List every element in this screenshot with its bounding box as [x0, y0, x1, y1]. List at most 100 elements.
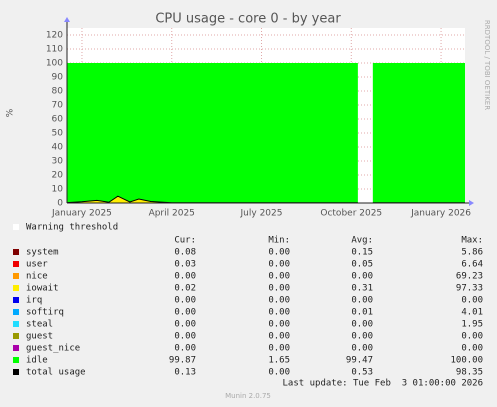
legend-value: 99.47 — [346, 356, 373, 366]
y-tick-label: 60 — [52, 115, 64, 125]
legend-value: 1.95 — [461, 320, 483, 330]
legend-value: 0.00 — [174, 344, 196, 354]
legend-swatch — [13, 345, 19, 351]
legend-swatch — [13, 357, 19, 363]
legend-label: idle — [26, 356, 48, 366]
legend-value: 100.00 — [450, 356, 483, 366]
x-tick-label: October 2025 — [320, 209, 382, 219]
axis-arrow — [469, 200, 474, 206]
legend-value: 0.00 — [461, 296, 483, 306]
legend-value: 0.03 — [174, 260, 196, 270]
y-tick-label: 50 — [52, 129, 64, 139]
y-tick-label: 70 — [52, 101, 64, 111]
legend-label: irq — [26, 296, 42, 306]
axis-arrow — [64, 17, 70, 22]
legend-value: 0.15 — [351, 248, 373, 258]
legend-value: 5.86 — [461, 248, 483, 258]
y-tick-label: 110 — [46, 45, 63, 55]
legend-value: 0.00 — [351, 344, 373, 354]
legend-label: steal — [26, 320, 53, 330]
area — [67, 196, 358, 203]
legend-value: 98.35 — [456, 368, 483, 378]
y-tick-label: 20 — [52, 171, 64, 181]
y-tick-label: 0 — [57, 199, 63, 209]
legend-value: 0.02 — [174, 284, 196, 294]
legend-value: 0.31 — [351, 284, 373, 294]
x-tick-label: April 2025 — [149, 209, 195, 219]
legend-value: 0.00 — [461, 344, 483, 354]
legend-value: 0.00 — [174, 332, 196, 342]
legend-value: 0.53 — [351, 368, 373, 378]
legend-value: 0.00 — [174, 272, 196, 282]
legend-value: 0.00 — [268, 368, 290, 378]
x-tick-label: January 2026 — [410, 209, 471, 219]
legend-value: 1.65 — [268, 356, 290, 366]
legend-value: 0.00 — [351, 320, 373, 330]
side-text: RRDTOOL / TOBI OETIKER — [483, 20, 491, 110]
legend-swatch — [13, 224, 19, 230]
legend-value: 97.33 — [456, 284, 483, 294]
chart-title: CPU usage - core 0 - by year — [155, 12, 341, 27]
legend-swatch — [13, 333, 19, 339]
legend-value: 0.00 — [351, 296, 373, 306]
legend-value: 99.87 — [169, 356, 196, 366]
legend-value: 0.00 — [351, 332, 373, 342]
y-tick-label: 40 — [52, 143, 64, 153]
legend-value: 0.00 — [461, 332, 483, 342]
legend-value: 0.08 — [174, 248, 196, 258]
legend-value: 6.64 — [461, 260, 483, 270]
legend-value: 0.01 — [351, 308, 373, 318]
last-update: Last update: Tue Feb 3 01:00:00 2026 — [283, 379, 483, 389]
legend-swatch — [13, 249, 19, 255]
legend-value: 0.00 — [174, 308, 196, 318]
legend-value: 4.01 — [461, 308, 483, 318]
legend-swatch — [13, 309, 19, 315]
legend-label: system — [26, 248, 59, 258]
column-header: Cur: — [174, 236, 196, 246]
area — [372, 63, 465, 203]
legend-swatch — [13, 285, 19, 291]
legend-value: 0.13 — [174, 368, 196, 378]
legend-label: iowait — [26, 284, 59, 294]
legend-value: 0.00 — [268, 248, 290, 258]
legend-label: nice — [26, 272, 48, 282]
legend-value: 0.00 — [268, 344, 290, 354]
legend-swatch — [13, 321, 19, 327]
legend-label: Warning threshold — [26, 223, 118, 233]
legend-label: total usage — [26, 368, 86, 378]
legend-swatch — [13, 369, 19, 375]
y-tick-label: 10 — [52, 185, 64, 195]
column-header: Max: — [461, 236, 483, 246]
legend-swatch — [13, 273, 19, 279]
y-axis-label: % — [6, 108, 16, 117]
x-tick-label: July 2025 — [240, 209, 283, 219]
legend-value: 0.00 — [268, 320, 290, 330]
legend-swatch — [13, 261, 19, 267]
y-tick-label: 90 — [52, 73, 64, 83]
area — [67, 63, 358, 203]
legend-value: 0.00 — [268, 296, 290, 306]
legend-swatch — [13, 297, 19, 303]
legend-value: 0.00 — [268, 260, 290, 270]
column-header: Min: — [268, 236, 290, 246]
generator: Munin 2.0.75 — [225, 392, 271, 400]
y-tick-label: 100 — [46, 59, 63, 69]
column-header: Avg: — [351, 236, 373, 246]
legend-value: 0.00 — [351, 272, 373, 282]
y-tick-label: 80 — [52, 87, 64, 97]
legend-value: 0.00 — [268, 272, 290, 282]
legend-value: 0.00 — [174, 320, 196, 330]
y-tick-label: 120 — [46, 31, 63, 41]
legend-label: softirq — [26, 308, 64, 318]
x-tick-label: January 2025 — [51, 209, 112, 219]
legend-label: guest — [26, 332, 53, 342]
legend-value: 0.00 — [268, 332, 290, 342]
legend-value: 0.00 — [268, 308, 290, 318]
legend-label: guest_nice — [26, 344, 80, 354]
legend-value: 0.00 — [268, 284, 290, 294]
legend-label: user — [26, 260, 48, 270]
y-tick-label: 30 — [52, 157, 64, 167]
legend-value: 0.05 — [351, 260, 373, 270]
legend-value: 69.23 — [456, 272, 483, 282]
